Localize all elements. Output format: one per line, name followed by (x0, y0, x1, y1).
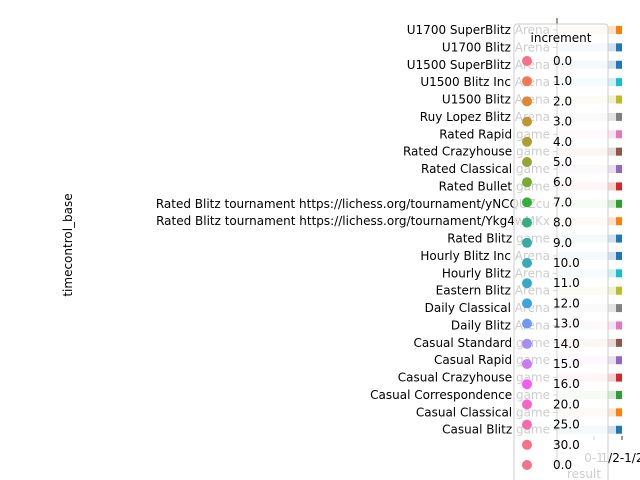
legend-marker (522, 278, 532, 289)
legend-label: 15.0 (553, 357, 580, 371)
legend-marker (522, 217, 532, 228)
category-marker (616, 182, 622, 191)
legend-frame (513, 23, 609, 480)
legend: increment 0.0 1.0 2.0 3.0 4.0 5.0 6.0 7.0 8.0 9.0… (513, 23, 609, 480)
legend-label: 20.0 (553, 397, 580, 411)
legend-label: 6.0 (553, 175, 572, 189)
category-marker (616, 199, 622, 208)
legend-label: 16.0 (553, 377, 580, 391)
legend-marker (522, 56, 532, 66)
legend-marker (522, 136, 532, 147)
category-marker (616, 130, 622, 139)
legend-label: 10.0 (553, 256, 580, 270)
category-marker (616, 60, 622, 69)
category-marker (616, 408, 622, 417)
y-tick-label: Rated Blitz tournament https://lichess.o… (156, 197, 550, 211)
category-marker (616, 78, 622, 87)
legend-label: 0.0 (553, 458, 572, 472)
category-marker (616, 147, 622, 156)
legend-marker (522, 419, 532, 430)
x-tick-label: 1/2-1/2 (601, 451, 640, 465)
category-marker (616, 356, 622, 365)
category-marker (616, 43, 622, 52)
category-marker (616, 321, 622, 330)
legend-label: 1.0 (553, 74, 572, 88)
legend-label: 2.0 (553, 94, 572, 108)
legend-label: 25.0 (553, 418, 580, 432)
legend-label: 14.0 (553, 337, 580, 351)
legend-marker (522, 298, 532, 309)
y-tick-label: Rated Crazyhouse game (403, 145, 550, 159)
legend-label: 3.0 (553, 115, 572, 129)
category-marker (616, 234, 622, 243)
legend-label: 5.0 (553, 155, 572, 169)
category-marker (616, 304, 622, 313)
legend-marker (522, 157, 532, 167)
y-tick-label: Rated Blitz tournament https://lichess.o… (156, 214, 550, 228)
category-marker (616, 217, 622, 226)
category-marker (616, 286, 622, 295)
category-marker (616, 390, 622, 399)
legend-marker (522, 399, 532, 410)
legend-marker (522, 338, 532, 349)
category-marker (616, 112, 622, 121)
category-marker (616, 269, 622, 278)
category-marker (616, 26, 622, 34)
legend-marker (522, 177, 532, 188)
legend-label: 4.0 (553, 135, 572, 149)
legend-marker (522, 258, 532, 268)
category-marker (616, 425, 622, 434)
category-marker (616, 165, 622, 174)
legend-marker (522, 237, 532, 248)
legend-label: 11.0 (553, 276, 580, 290)
category-marker (616, 373, 622, 382)
legend-marker (522, 460, 532, 470)
legend-label: 9.0 (553, 236, 572, 250)
category-marker (616, 251, 622, 260)
legend-items: 0.0 1.0 2.0 3.0 4.0 5.0 6.0 7.0 8.0 9.0 10.0 11.0 12… (522, 54, 580, 472)
legend-label: 7.0 (553, 195, 572, 209)
category-marker (616, 338, 622, 347)
legend-marker (522, 197, 532, 208)
legend-marker (522, 379, 532, 390)
legend-label: 12.0 (553, 296, 580, 310)
y-axis-label: timecontrol_base (61, 193, 75, 296)
category-marker (616, 95, 622, 104)
legend-title: increment (531, 31, 592, 45)
legend-label: 30.0 (553, 438, 580, 452)
legend-marker (522, 116, 532, 127)
legend-marker (522, 318, 532, 329)
legend-label: 8.0 (553, 216, 572, 230)
legend-label: 13.0 (553, 317, 580, 331)
y-tick-label: Casual Crazyhouse game (398, 371, 550, 385)
legend-marker (522, 76, 532, 87)
legend-marker (522, 359, 532, 369)
legend-label: 0.0 (553, 54, 572, 68)
legend-marker (522, 96, 532, 107)
legend-marker (522, 439, 532, 450)
y-tick-label: Casual Correspondence game (370, 388, 550, 402)
